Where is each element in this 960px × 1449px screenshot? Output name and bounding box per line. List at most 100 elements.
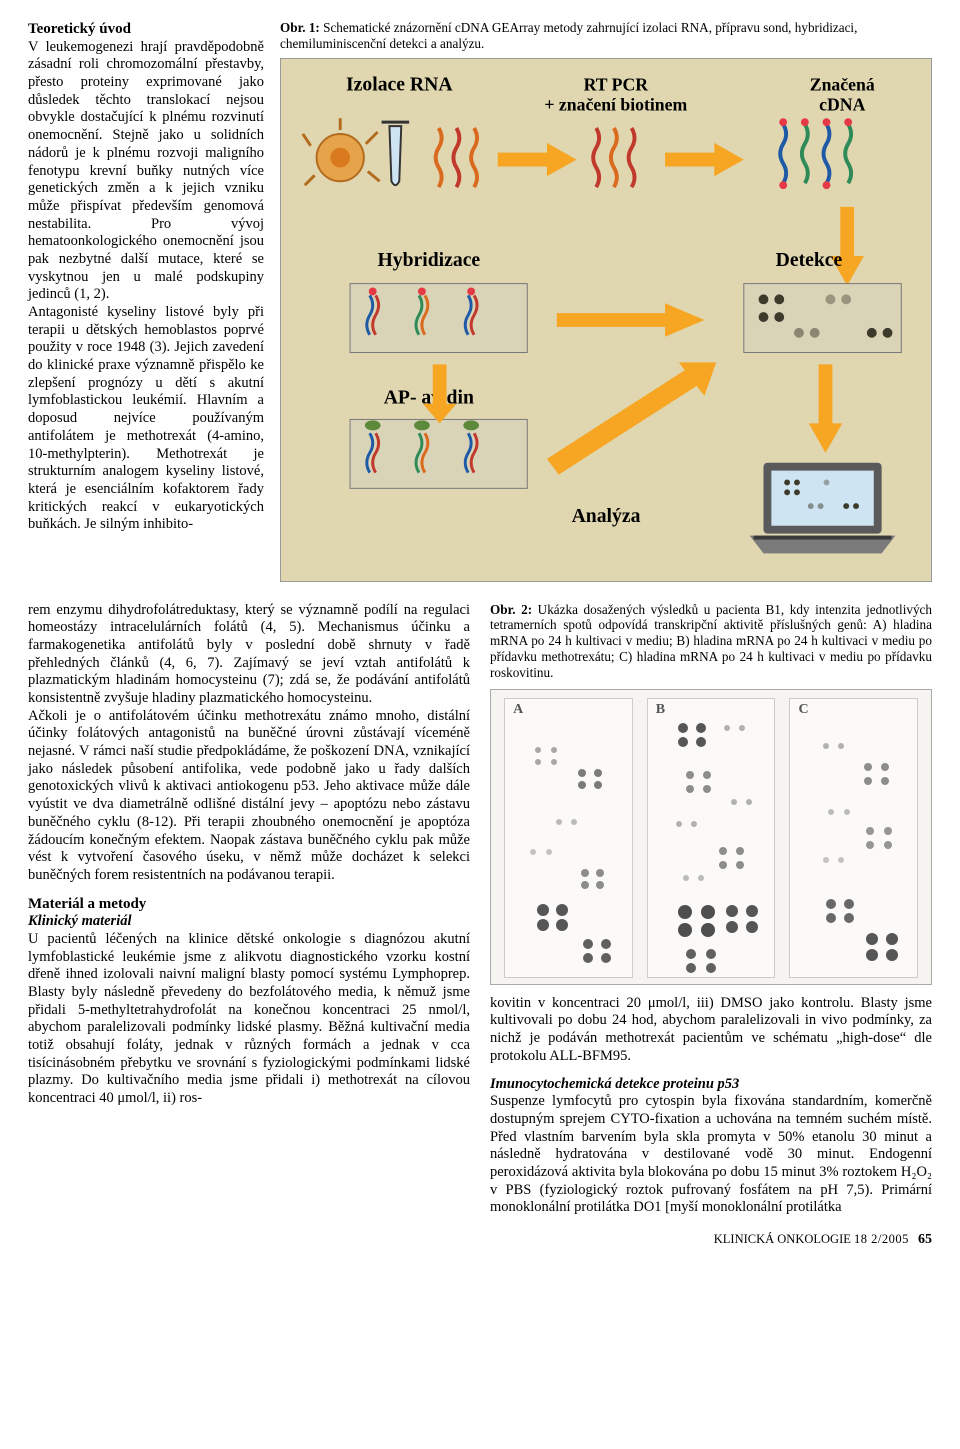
blot-spot xyxy=(866,933,878,945)
blot-spot xyxy=(703,771,711,779)
blot-spot xyxy=(719,861,727,869)
blot-spot xyxy=(686,771,694,779)
arrow-icon xyxy=(498,143,577,176)
blot-spot xyxy=(884,841,892,849)
blot-spot xyxy=(556,919,568,931)
blot-spot xyxy=(881,777,889,785)
blot-panel-b: B xyxy=(647,698,775,978)
fig1-label-rtpcr-2: + značení biotinem xyxy=(544,94,687,114)
materials-sub1: Klinický materiál xyxy=(28,913,132,929)
blot-spot xyxy=(581,869,589,877)
fig1-label-hybridizace: Hybridizace xyxy=(377,249,480,271)
blot-spot xyxy=(746,905,758,917)
blot-spot xyxy=(583,939,593,949)
arrow-icon xyxy=(665,143,744,176)
figure-2-caption: Obr. 2: Ukázka dosažených výsledků u pac… xyxy=(490,602,932,681)
fig1-label-znacena-1: Značená xyxy=(810,74,875,94)
blot-spot xyxy=(736,847,744,855)
right-body-column: Obr. 2: Ukázka dosažených výsledků u pac… xyxy=(490,602,932,1217)
blot-spot xyxy=(726,921,738,933)
blot-spot xyxy=(678,723,688,733)
blot-spot xyxy=(844,809,850,815)
left-body-p2: Ačkoli je o antifolátovém účinku methotr… xyxy=(28,708,470,885)
fig1-label-znacena-2: cDNA xyxy=(819,94,865,114)
blot-spot xyxy=(719,847,727,855)
figure-1-caption-text: Schematické znázornění cDNA GEArray meto… xyxy=(280,20,857,51)
intro-column: Teoretický úvod V leukemogenezi hrají pr… xyxy=(28,20,264,596)
blot-spot xyxy=(596,881,604,889)
intro-para-1: V leukemogenezi hrají pravděpodobně zása… xyxy=(28,39,264,303)
page-footer: KLINICKÁ ONKOLOGIE 18 2/2005 65 xyxy=(28,1231,932,1248)
blot-spot xyxy=(596,869,604,877)
left-body-p1: rem enzymu dihydrofolátreduktasy, který … xyxy=(28,602,470,708)
blot-spot xyxy=(678,737,688,747)
blot-spot xyxy=(866,827,874,835)
blot-spot xyxy=(676,821,682,827)
blot-spot xyxy=(686,963,696,973)
right-body-p1: kovitin v koncentraci 20 μmol/l, iii) DM… xyxy=(490,995,932,1066)
blot-spot xyxy=(726,905,738,917)
blot-spot xyxy=(678,905,692,919)
blot-spot xyxy=(866,841,874,849)
blot-spot xyxy=(736,861,744,869)
figure-1-image: Izolace RNA RT PCR + značení biotinem Zn… xyxy=(280,58,932,582)
blot-spot xyxy=(746,921,758,933)
blot-spot xyxy=(844,899,854,909)
blot-panel-c: C xyxy=(789,698,917,978)
blot-spot xyxy=(881,763,889,771)
blot-spot xyxy=(578,781,586,789)
blot-spot xyxy=(581,881,589,889)
blot-spot xyxy=(826,899,836,909)
blot-spot xyxy=(706,949,716,959)
blot-spot xyxy=(686,785,694,793)
blot-spot xyxy=(696,737,706,747)
blot-spot xyxy=(556,904,568,916)
blot-spot xyxy=(886,949,898,961)
blot-spot xyxy=(838,743,844,749)
intro-para-2: Antagonisté kyseliny listové byly při te… xyxy=(28,304,264,534)
blot-spot xyxy=(698,875,704,881)
blot-spot xyxy=(601,939,611,949)
fig1-label-izolace: Izolace RNA xyxy=(346,73,453,95)
blot-spot xyxy=(556,819,562,825)
right-body-p2: Suspenze lymfocytů pro cytospin byla fix… xyxy=(490,1093,932,1215)
blot-spot xyxy=(826,913,836,923)
blot-spot xyxy=(583,953,593,963)
fig1-label-rtpcr-1: RT PCR xyxy=(584,74,649,94)
footer-issue: 18 2/2005 xyxy=(854,1232,909,1246)
blot-spot xyxy=(844,913,854,923)
blot-spot xyxy=(864,777,872,785)
blot-spot xyxy=(537,904,549,916)
blot-spot xyxy=(686,949,696,959)
footer-journal: KLINICKÁ ONKOLOGIE xyxy=(714,1232,851,1246)
blot-spot xyxy=(537,919,549,931)
blot-panel-a: A xyxy=(504,698,632,978)
blot-spot xyxy=(838,857,844,863)
footer-page: 65 xyxy=(918,1232,932,1247)
blot-spot xyxy=(724,725,730,731)
blot-spot xyxy=(594,781,602,789)
blot-spot xyxy=(746,799,752,805)
blot-spot xyxy=(828,809,834,815)
blot-spot xyxy=(551,759,557,765)
blot-spot xyxy=(546,849,552,855)
blot-spot xyxy=(703,785,711,793)
materials-heading: Materiál a metody xyxy=(28,896,146,912)
blot-spot xyxy=(683,875,689,881)
figure-2-caption-bold: Obr. 2: xyxy=(490,602,532,617)
blot-spot xyxy=(823,857,829,863)
fig1-label-detekce: Detekce xyxy=(776,249,843,271)
blot-spot xyxy=(696,723,706,733)
figure-1-svg: Izolace RNA RT PCR + značení biotinem Zn… xyxy=(291,69,921,561)
blot-spot xyxy=(731,799,737,805)
figure-2-caption-text: Ukázka dosažených výsledků u pacienta B1… xyxy=(490,602,932,680)
blot-spot xyxy=(601,953,611,963)
intro-heading: Teoretický úvod xyxy=(28,21,131,37)
blot-spot xyxy=(706,963,716,973)
laptop-icon xyxy=(750,462,896,553)
blot-spot xyxy=(866,949,878,961)
blot-spot xyxy=(823,743,829,749)
blot-spot xyxy=(594,769,602,777)
blot-spot xyxy=(530,849,536,855)
blot-spot xyxy=(739,725,745,731)
